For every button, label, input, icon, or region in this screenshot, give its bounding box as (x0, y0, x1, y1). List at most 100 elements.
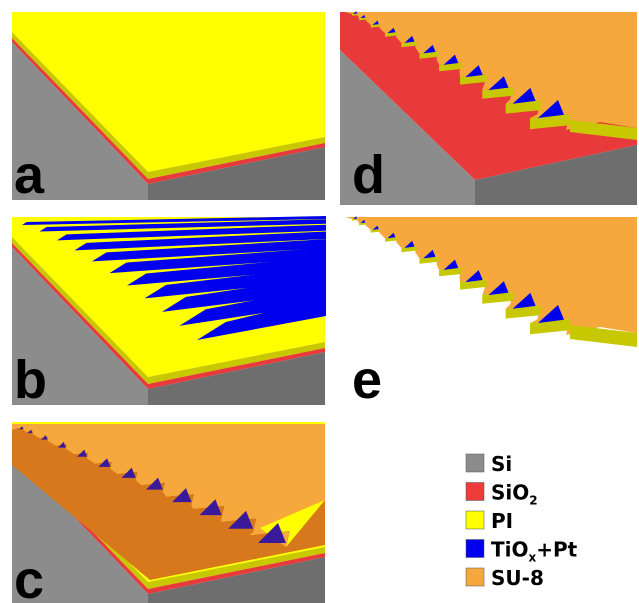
pi-strip (419, 256, 439, 264)
si-left (12, 247, 148, 405)
su8-top (345, 217, 637, 335)
panel-label: b (14, 350, 47, 410)
si-left (12, 42, 148, 200)
pi-strip (352, 13, 358, 16)
pi-strip (419, 51, 439, 59)
pi-strip (384, 32, 398, 37)
legend-label: TiOx+Pt (491, 538, 578, 565)
electrode-tip (360, 219, 366, 224)
pi-strip (505, 100, 541, 114)
electrode-tip (360, 14, 366, 19)
pi-strip (370, 23, 381, 28)
electrode-tip (423, 249, 436, 259)
electrode (22, 216, 326, 225)
electrode (109, 247, 326, 274)
panel-label: a (14, 145, 45, 205)
electrode-tip (538, 305, 564, 323)
pi-strip (384, 237, 398, 242)
electrode-tip (57, 441, 66, 448)
electrode-tip (258, 523, 286, 543)
electrode (127, 256, 326, 286)
legend-text: Si (491, 452, 512, 476)
pi-strip (570, 120, 637, 140)
pi-strip (530, 319, 570, 335)
electrode-tip (77, 449, 88, 457)
legend-swatch (465, 510, 485, 530)
legend-text: SU-8 (491, 566, 544, 590)
legend-label: PI (491, 509, 513, 533)
panel (340, 11, 637, 205)
panel (345, 216, 637, 347)
electrode-tip (465, 65, 483, 78)
pi-strip (482, 292, 514, 304)
legend-swatch (465, 453, 485, 473)
legend-subscript: x (529, 551, 537, 565)
electrode-tip (488, 76, 509, 91)
pi-strip (370, 228, 381, 233)
legend-text: SiO (491, 481, 529, 505)
electrode (74, 231, 326, 251)
pi-strip (505, 305, 541, 319)
legend-text: +Pt (536, 538, 577, 562)
pi-strip (359, 17, 367, 21)
pi-strip (482, 87, 514, 99)
electrode-tip (372, 225, 379, 230)
electrode-tip (443, 259, 459, 270)
electrode-tip (19, 426, 24, 430)
panel (12, 216, 326, 405)
panel (12, 12, 325, 200)
electrode-tip (404, 35, 415, 43)
layers (12, 11, 637, 603)
pi-strip (570, 325, 637, 347)
pi-strip (352, 218, 358, 221)
panel-label: e (352, 350, 382, 410)
pi-strip (460, 279, 487, 290)
panel-label: c (14, 550, 44, 603)
si-right (148, 352, 325, 405)
electrode-tip (172, 488, 192, 503)
pi-strip (460, 74, 487, 85)
electrode-tip (121, 467, 136, 478)
pi-strip (401, 41, 417, 48)
legend-swatch (465, 482, 485, 501)
legend-swatch (465, 539, 485, 558)
electrode (39, 219, 326, 232)
legend-label: SiO2 (491, 481, 538, 508)
panel (12, 422, 325, 603)
electrode-tip (27, 429, 33, 434)
si-right (475, 145, 637, 205)
si-left (340, 50, 475, 205)
electrode-tip (199, 499, 222, 516)
electrode-tip (512, 292, 536, 309)
electrode-tip (443, 54, 459, 65)
electrode-tip (98, 458, 111, 467)
electrode-tip (41, 435, 48, 440)
su8-front (12, 427, 325, 580)
electrode-tip (353, 11, 358, 14)
pi-top (12, 12, 325, 172)
si-right (148, 557, 325, 603)
electrode (144, 266, 326, 299)
electrode-tip (387, 232, 396, 239)
legend-subscript: 2 (529, 494, 537, 508)
legend-label: SU-8 (491, 566, 544, 590)
electrode-tip (423, 44, 436, 54)
electrode-tip (538, 100, 564, 118)
electrode-tip (146, 477, 163, 490)
electrode-tip (488, 281, 509, 296)
electrode-tip (353, 216, 358, 219)
pi-strip (401, 246, 417, 253)
electrode (57, 224, 326, 241)
si-right (148, 147, 325, 200)
electrode-tip (387, 27, 396, 34)
electrode (197, 298, 326, 340)
legend-text: PI (491, 509, 513, 533)
electrode (92, 239, 326, 262)
electrode-tip (512, 87, 536, 104)
legend-swatch (465, 567, 485, 587)
electrode (162, 276, 326, 312)
electrode-tip (404, 240, 415, 248)
electrode-tip (465, 270, 483, 283)
